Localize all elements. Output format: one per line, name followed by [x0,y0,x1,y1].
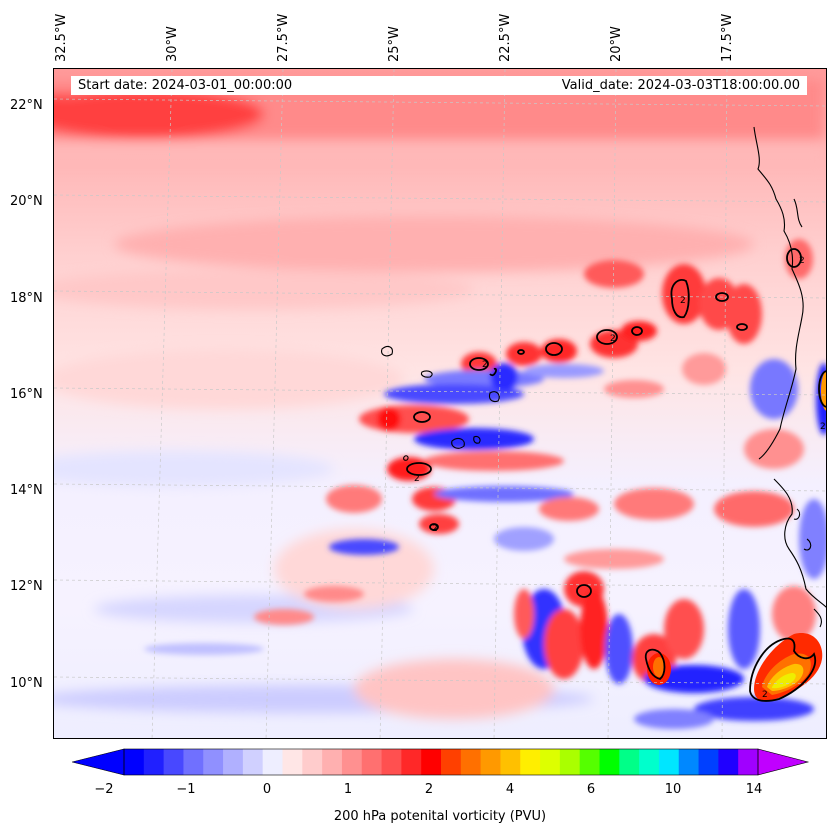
colorbar-tick: −2 [94,782,114,797]
colorbar-tick: 6 [586,782,596,797]
colorbar-cell [124,749,145,775]
lat-label-16n: 16°N [10,387,43,402]
lat-label-12n: 12°N [10,579,43,594]
pv-wave-train [144,239,826,729]
pv-field-map: 2 2 2 2 2 2 2 2 [54,69,826,738]
lat-label-18n: 18°N [10,291,43,306]
colorbar-cell [282,749,303,775]
colorbar [72,748,810,776]
gridlines [54,69,826,738]
colorbar-cell [599,749,620,775]
colorbar-cell [738,749,759,775]
colorbar-cell [619,749,640,775]
colorbar-cell [658,749,680,775]
lon-label-27-5w: 27.5°W [276,13,291,62]
contour-label: 2 [762,690,768,700]
colorbar-tick: 0 [262,782,272,797]
colorbar-tick: 4 [505,782,515,797]
colorbar-title: 200 hPa potenital vorticity (PVU) [333,809,547,824]
colorbar-cell [559,749,581,775]
colorbar-cell [163,749,184,775]
contour-label: 2 [799,256,805,266]
contour-labels: 2 2 2 2 2 2 2 2 [414,256,826,700]
colorbar-tick: 14 [745,782,763,797]
colorbar-cell [242,749,264,775]
colorbar-cell [203,749,224,775]
colorbar-cell [322,749,343,775]
colorbar-cell [302,749,323,775]
lat-label-14n: 14°N [10,483,43,498]
colorbar-cell [480,749,501,775]
colorbar-extend-low [72,748,125,776]
colorbar-cell [678,749,700,775]
start-date-label: Start date: 2024-03-01_00:00:00 [71,76,511,95]
contour-label: 2 [680,296,686,306]
pv-strong-cores [647,371,826,702]
colorbar-cells [124,749,759,775]
contour-label: 2 [414,474,420,484]
colorbar-cell [579,749,600,775]
colorbar-cell [262,749,283,775]
lat-label-22n: 22°N [10,98,43,113]
colorbar-cell [361,749,383,775]
colorbar-cell [698,749,719,775]
colorbar-cell [718,749,739,775]
contour-label: 2 [432,524,438,534]
valid-date-label: Valid_date: 2024-03-03T18:00:00.00 [511,76,807,95]
lat-label-10n: 10°N [10,676,43,691]
lon-label-32-5w: 32.5°W [54,13,69,62]
colorbar-tick: −1 [176,782,196,797]
colorbar-tick: 2 [424,782,434,797]
lon-label-25w: 25°W [387,26,402,62]
colorbar-cell [341,749,363,775]
contour-label: 2 [610,334,616,344]
colorbar-cell [183,749,204,775]
colorbar-cell [441,749,462,775]
colorbar-cell [500,749,521,775]
colorbar-cell [540,749,561,775]
colorbar-cell [421,749,442,775]
coastline [381,126,826,628]
colorbar-tick: 10 [664,782,682,797]
colorbar-cell [460,749,482,775]
contour-label: 2 [820,422,826,432]
colorbar-tick: 1 [343,782,353,797]
lon-label-17-5w: 17.5°W [720,13,735,62]
lat-label-20n: 20°N [10,194,43,209]
lon-label-30w: 30°W [165,26,180,62]
lon-label-20w: 20°W [609,26,624,62]
contour-label: 2 [482,360,488,370]
colorbar-cell [381,749,402,775]
colorbar-extend-high [757,748,810,776]
colorbar-cell [143,749,165,775]
map-panel: 2 2 2 2 2 2 2 2 [53,68,827,739]
colorbar-cell [401,749,422,775]
lon-label-22-5w: 22.5°W [498,13,513,62]
colorbar-cell [520,749,541,775]
colorbar-cell [223,749,244,775]
pv-2-contours [406,248,826,702]
colorbar-cell [639,749,660,775]
